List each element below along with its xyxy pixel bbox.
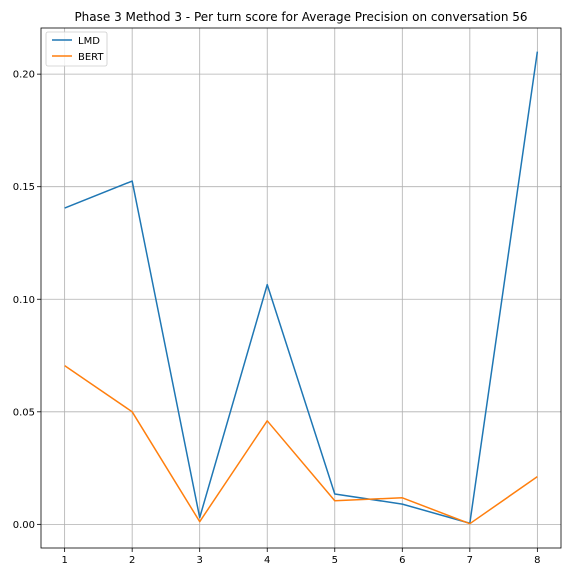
series-lines — [64, 51, 539, 525]
series-line-bert — [64, 365, 538, 525]
legend: LMD BERT — [45, 31, 108, 67]
x-tick-label: 5 — [332, 555, 338, 566]
y-tick-label: 0.05 — [13, 407, 35, 418]
series-line-lmd — [64, 51, 539, 524]
x-tick-label: 4 — [264, 555, 270, 566]
x-tick-label: 2 — [129, 555, 135, 566]
chart-title: Phase 3 Method 3 - Per turn score for Av… — [74, 10, 527, 24]
y-tick-label: 0.15 — [13, 182, 35, 193]
grid — [41, 28, 561, 548]
legend-label-lmd: LMD — [78, 36, 100, 47]
legend-label-bert: BERT — [78, 52, 104, 63]
y-tick-label: 0.20 — [13, 70, 35, 81]
y-tick-label: 0.10 — [13, 295, 35, 306]
y-axis: 0.00 0.05 0.10 0.15 0.20 — [13, 70, 41, 531]
x-tick-label: 8 — [534, 555, 540, 566]
x-tick-label: 3 — [197, 555, 203, 566]
x-axis: 1 2 3 4 5 6 7 8 — [61, 548, 541, 566]
plot-area — [40, 27, 562, 549]
y-tick-label: 0.00 — [13, 520, 35, 531]
x-tick-label: 6 — [399, 555, 405, 566]
x-tick-label: 7 — [467, 555, 473, 566]
x-tick-label: 1 — [61, 555, 67, 566]
